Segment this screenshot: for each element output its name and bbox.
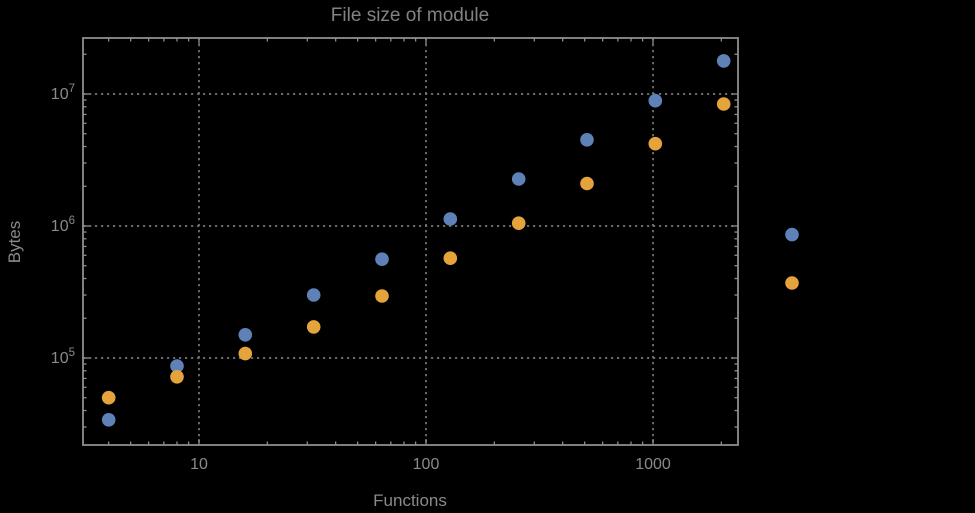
- chart-title: File size of module: [330, 5, 490, 26]
- data-point: [785, 276, 799, 290]
- y-tick-label: 105: [51, 347, 75, 367]
- y-tick-labels: 105 106 107: [51, 83, 75, 367]
- data-point: [716, 97, 731, 111]
- data-point: [101, 413, 116, 427]
- x-tick-label: 100: [413, 456, 440, 473]
- data-point: [238, 346, 253, 361]
- x-tick-label: 1000: [635, 456, 671, 473]
- data-point: [511, 172, 526, 186]
- y-tick-label: 107: [51, 83, 75, 103]
- data-point: [716, 54, 731, 68]
- x-tick-label: 10: [190, 456, 208, 473]
- data-point: [306, 288, 321, 302]
- data-point: [648, 93, 663, 108]
- data-point: [580, 133, 594, 147]
- axis-ticks: [83, 38, 738, 445]
- grid-lines: [83, 38, 738, 445]
- data-point: [101, 390, 116, 405]
- data-point: [170, 359, 184, 373]
- data-point: [375, 252, 389, 266]
- data-point: [648, 136, 663, 151]
- data-point: [170, 370, 184, 384]
- x-tick-labels: 10 100 1000: [190, 456, 671, 473]
- data-point: [443, 251, 458, 265]
- x-axis-label: Functions: [373, 491, 447, 510]
- data-point: [580, 176, 594, 191]
- data-point: [238, 328, 253, 342]
- data-point: [511, 216, 526, 230]
- data-point: [785, 227, 799, 242]
- data-point: [375, 289, 389, 303]
- data-point: [306, 320, 321, 334]
- series-blue-points: [101, 54, 799, 427]
- y-tick-label: 106: [51, 215, 75, 235]
- data-point: [443, 212, 458, 226]
- series-orange-points: [101, 97, 799, 405]
- plot-frame: [82, 37, 739, 446]
